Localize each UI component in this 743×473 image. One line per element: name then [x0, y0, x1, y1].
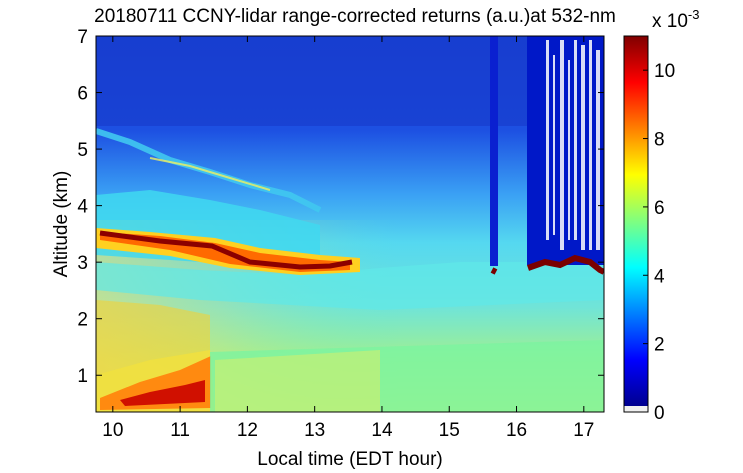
y-axis-label: Altitude (km)	[51, 171, 72, 278]
x-axis: 10 11 12 13 14 15 16 17	[102, 36, 594, 441]
light-band-green	[210, 340, 604, 412]
chart-title: 20180711 CCNY-lidar range-corrected retu…	[94, 6, 616, 27]
colorbar-frame	[623, 35, 649, 413]
y-tick-label: 3	[77, 253, 88, 274]
x-axis-label: Local time (EDT hour)	[257, 449, 443, 470]
x-tick-label: 12	[237, 420, 258, 441]
y-tick-label: 7	[77, 27, 88, 48]
colorbar-tick-label: 2	[654, 335, 665, 356]
y-tick-label: 6	[77, 84, 88, 105]
colorbar-tick-label: 8	[654, 130, 665, 151]
colorbar-ticks: 0 2 4 6 8 10	[643, 61, 675, 424]
y-tick-label: 5	[77, 140, 88, 161]
mid-layer-cyan	[96, 262, 604, 310]
x-tick-label: 14	[371, 420, 393, 441]
colorbar-multiplier-exponent: -3	[688, 7, 700, 22]
cloud-contaminated-region	[527, 36, 604, 265]
upper-thin-layer-inner	[149, 157, 271, 191]
y-tick-label: 1	[77, 366, 88, 387]
plot-frame	[95, 35, 605, 413]
colorbar-multiplier: x 10-3	[652, 7, 699, 32]
cloud-base-mark	[490, 254, 604, 275]
colorbar-tick-label: 4	[654, 266, 665, 287]
colorbar-tick-label: 0	[654, 403, 665, 424]
x-tick-label: 13	[304, 420, 325, 441]
y-tick-label: 2	[77, 310, 88, 331]
x-tick-label: 16	[506, 420, 527, 441]
aerosol-layer-top-core	[99, 230, 353, 270]
colorbar-tick-label: 10	[654, 61, 675, 82]
surface-layer-red	[120, 380, 205, 406]
colorbar-under-color	[624, 406, 648, 412]
x-tick-label: 11	[170, 420, 190, 441]
x-tick-label: 10	[102, 420, 123, 441]
upper-dark-region	[96, 36, 604, 126]
colorbar-tick-label: 6	[654, 198, 665, 219]
plot-area	[96, 36, 604, 412]
x-tick-label: 15	[439, 420, 460, 441]
yellow-streaks	[215, 350, 380, 412]
colorbar: 0 2 4 6 8 10 x 10-3	[623, 7, 699, 424]
y-axis: 1 2 3 4 5 6 7	[77, 27, 604, 387]
colorbar-multiplier-base: x 10	[652, 11, 688, 32]
cloud-gap-1	[490, 36, 498, 266]
noise-speckle	[546, 40, 600, 250]
y-tick-label: 4	[77, 197, 88, 218]
x-tick-label: 17	[573, 420, 594, 441]
colorbar-gradient	[624, 36, 648, 406]
